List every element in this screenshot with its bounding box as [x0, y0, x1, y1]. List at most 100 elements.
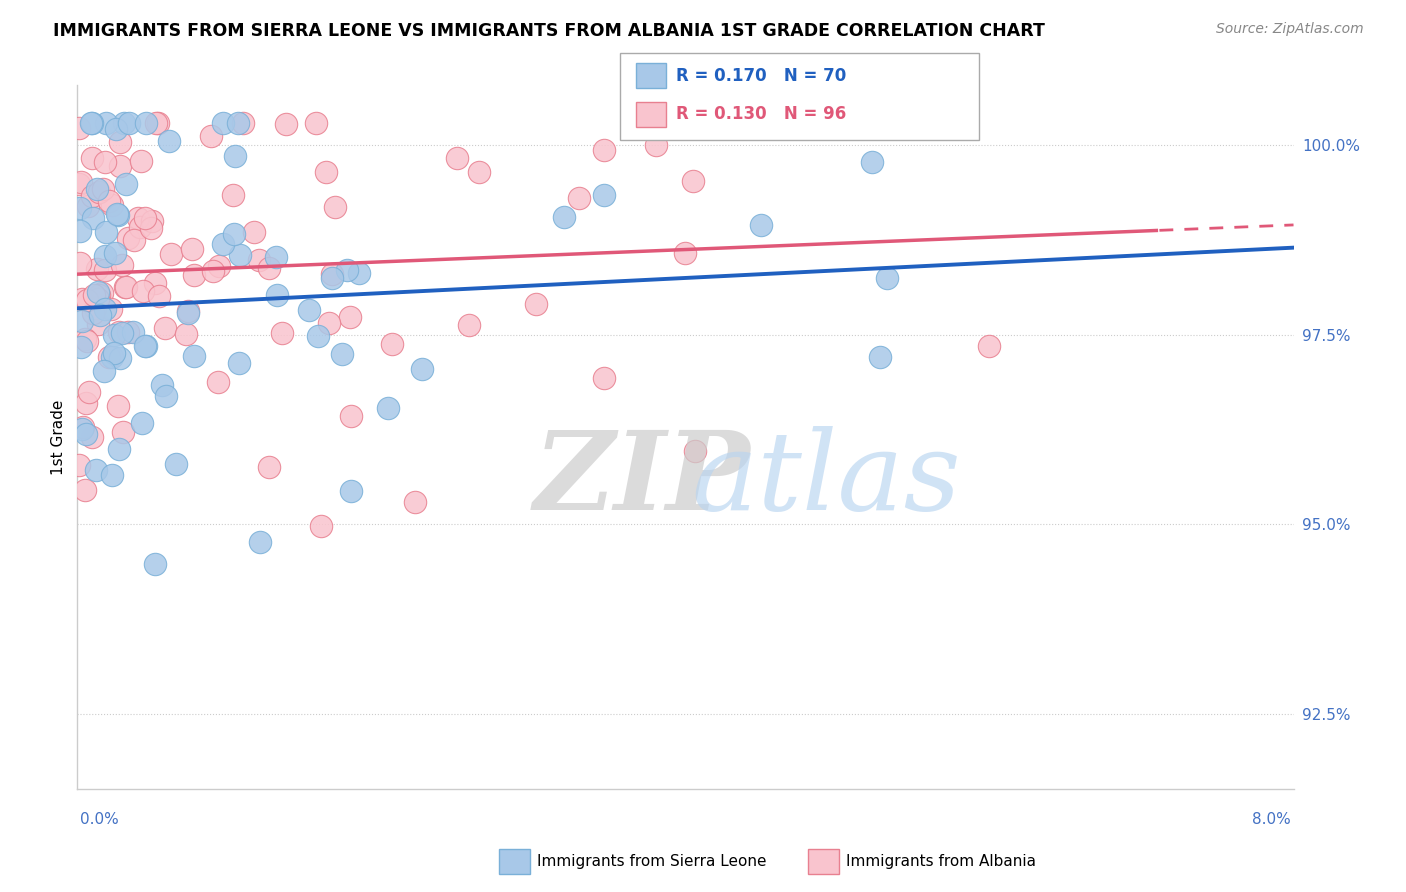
Point [318, 316, 340, 330]
Point [876, 271, 898, 285]
Text: 8.0%: 8.0% [1251, 812, 1291, 827]
Point [264, 251, 287, 265]
Point [145, 558, 167, 572]
Point [446, 152, 468, 166]
Point [201, 264, 224, 278]
Point [307, 328, 329, 343]
Point [108, 442, 131, 457]
Point [979, 339, 1001, 353]
Point [107, 325, 129, 339]
Point [94, 249, 117, 263]
Point [87, 292, 110, 306]
Point [91, 285, 114, 300]
Point [148, 289, 170, 303]
Point [122, 325, 145, 339]
Point [315, 165, 337, 179]
Point [200, 128, 222, 143]
Point [305, 115, 328, 129]
Point [232, 115, 254, 129]
Point [266, 288, 288, 302]
Point [108, 351, 131, 366]
Point [183, 268, 205, 282]
Point [143, 277, 166, 291]
Point [104, 122, 127, 136]
Point [128, 219, 150, 234]
Point [274, 117, 297, 131]
Point [827, 115, 849, 129]
Point [592, 188, 614, 202]
Point [82, 211, 104, 226]
Point [73, 483, 96, 497]
Point [69, 201, 91, 215]
Point [155, 321, 177, 335]
Text: Immigrants from Albania: Immigrants from Albania [846, 855, 1036, 869]
Point [89, 185, 111, 199]
Point [468, 164, 491, 178]
Point [222, 188, 245, 202]
Point [155, 389, 177, 403]
Point [157, 134, 180, 148]
Text: R = 0.170   N = 70: R = 0.170 N = 70 [676, 67, 846, 85]
Point [112, 425, 135, 439]
Point [115, 280, 138, 294]
Point [107, 208, 129, 222]
Point [339, 484, 361, 499]
Point [661, 115, 683, 129]
Point [79, 384, 101, 399]
Point [94, 155, 117, 169]
Point [129, 154, 152, 169]
Point [682, 174, 704, 188]
Point [76, 334, 98, 348]
Point [87, 285, 110, 300]
Point [93, 364, 115, 378]
Point [683, 443, 706, 458]
Point [83, 287, 105, 301]
Point [131, 416, 153, 430]
Point [83, 301, 105, 315]
Point [80, 115, 103, 129]
Point [229, 248, 252, 262]
Point [321, 270, 343, 285]
Point [146, 115, 169, 129]
Point [98, 350, 121, 364]
Text: Source: ZipAtlas.com: Source: ZipAtlas.com [1216, 22, 1364, 37]
Point [75, 396, 97, 410]
Point [207, 375, 229, 389]
Y-axis label: 1st Grade: 1st Grade [51, 400, 66, 475]
Point [100, 301, 122, 316]
Point [330, 346, 353, 360]
Point [114, 279, 136, 293]
Point [118, 115, 141, 129]
Point [593, 371, 616, 385]
Point [675, 246, 697, 260]
Point [524, 297, 547, 311]
Point [72, 292, 94, 306]
Point [176, 304, 198, 318]
Point [340, 409, 363, 423]
Point [176, 327, 198, 342]
Point [135, 339, 157, 353]
Point [69, 175, 91, 189]
Point [224, 149, 246, 163]
Point [70, 314, 93, 328]
Point [105, 207, 128, 221]
Point [243, 225, 266, 239]
Point [111, 326, 134, 340]
Point [131, 284, 153, 298]
Point [339, 310, 361, 324]
Point [381, 337, 404, 351]
Point [67, 458, 90, 473]
Point [86, 463, 108, 477]
Point [228, 356, 250, 370]
Point [80, 151, 103, 165]
Point [134, 211, 156, 225]
Point [411, 361, 433, 376]
Point [69, 256, 91, 270]
Text: Immigrants from Sierra Leone: Immigrants from Sierra Leone [537, 855, 766, 869]
Point [75, 426, 97, 441]
Point [212, 237, 235, 252]
Point [593, 144, 616, 158]
Point [249, 534, 271, 549]
Point [96, 115, 118, 129]
Point [247, 253, 270, 268]
